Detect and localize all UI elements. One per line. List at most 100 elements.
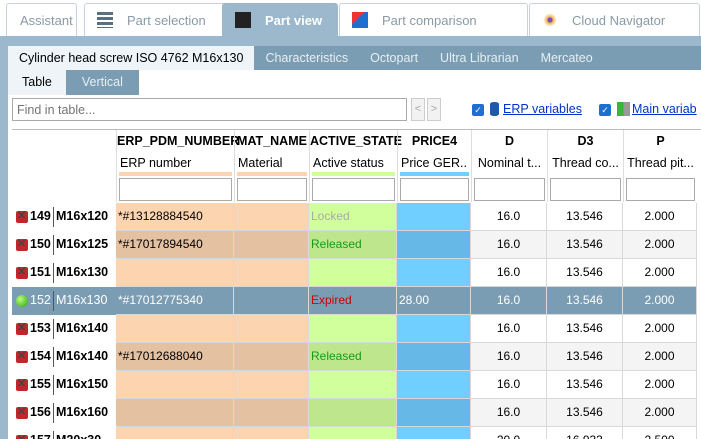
tab-part-view[interactable]: Part view bbox=[222, 3, 338, 36]
subtab-4[interactable]: Mercateo bbox=[540, 51, 593, 65]
table-cell[interactable]: 2.000 bbox=[623, 399, 697, 427]
table-cell[interactable]: 16.0 bbox=[471, 399, 547, 427]
find-prev-button[interactable]: < bbox=[411, 98, 425, 121]
column-header-price4[interactable]: PRICE4 Price GER... bbox=[397, 130, 471, 202]
column-header-d3[interactable]: D3 Thread co... bbox=[547, 130, 623, 202]
row-header[interactable]: 153 M16x140 bbox=[12, 315, 116, 343]
table-cell[interactable]: 28.00 bbox=[397, 287, 471, 315]
subtab-1[interactable]: Characteristics bbox=[265, 51, 349, 65]
erp-variables-checkbox[interactable]: ✓ bbox=[472, 104, 484, 116]
row-header[interactable]: 149 M16x120 bbox=[12, 203, 116, 231]
table-cell[interactable]: 2.000 bbox=[623, 231, 697, 259]
table-cell[interactable]: 16.0 bbox=[471, 343, 547, 371]
table-cell[interactable]: 13.546 bbox=[547, 203, 623, 231]
table-cell[interactable] bbox=[234, 371, 309, 399]
table-cell[interactable]: 13.546 bbox=[547, 399, 623, 427]
table-cell[interactable]: 13.546 bbox=[547, 259, 623, 287]
table-cell[interactable]: 2.000 bbox=[623, 287, 697, 315]
table-cell[interactable] bbox=[397, 427, 471, 439]
tab-table[interactable]: Table bbox=[8, 70, 66, 95]
table-cell[interactable]: 16.0 bbox=[471, 203, 547, 231]
table-cell[interactable] bbox=[116, 399, 234, 427]
subtab-3[interactable]: Ultra Librarian bbox=[440, 51, 519, 65]
table-cell[interactable]: 2.000 bbox=[623, 343, 697, 371]
row-header[interactable]: 157 M20x30 bbox=[12, 427, 116, 439]
row-header[interactable]: 152 M16x130 bbox=[12, 287, 116, 315]
table-cell[interactable]: 16.0 bbox=[471, 231, 547, 259]
table-cell[interactable] bbox=[397, 315, 471, 343]
table-cell[interactable] bbox=[309, 427, 397, 439]
table-cell[interactable] bbox=[397, 399, 471, 427]
row-header[interactable]: 154 M16x140 bbox=[12, 343, 116, 371]
table-cell[interactable] bbox=[116, 259, 234, 287]
table-cell[interactable] bbox=[397, 371, 471, 399]
table-cell[interactable]: 2.000 bbox=[623, 371, 697, 399]
table-cell[interactable] bbox=[116, 315, 234, 343]
table-cell[interactable]: 13.546 bbox=[547, 287, 623, 315]
table-cell[interactable]: Expired bbox=[309, 287, 397, 315]
table-cell[interactable] bbox=[234, 343, 309, 371]
column-header-mat_name[interactable]: MAT_NAME Material bbox=[234, 130, 309, 202]
column-filter-input[interactable] bbox=[626, 178, 695, 201]
tab-part-comparison[interactable]: Part comparison bbox=[339, 3, 528, 36]
column-header-p[interactable]: P Thread pit... bbox=[623, 130, 697, 202]
table-cell[interactable] bbox=[397, 259, 471, 287]
row-header[interactable]: 156 M16x160 bbox=[12, 399, 116, 427]
table-cell[interactable]: *#17017894540 bbox=[116, 231, 234, 259]
main-variables-link[interactable]: Main variab bbox=[632, 102, 697, 116]
table-cell[interactable] bbox=[397, 203, 471, 231]
table-cell[interactable]: 2.000 bbox=[623, 203, 697, 231]
table-cell[interactable] bbox=[309, 315, 397, 343]
table-cell[interactable] bbox=[397, 343, 471, 371]
row-header[interactable]: 150 M16x125 bbox=[12, 231, 116, 259]
table-cell[interactable] bbox=[234, 203, 309, 231]
table-cell[interactable] bbox=[116, 371, 234, 399]
find-next-button[interactable]: > bbox=[427, 98, 441, 121]
find-in-table-input[interactable] bbox=[12, 98, 407, 121]
table-cell[interactable]: 16.933 bbox=[547, 427, 623, 439]
table-cell[interactable] bbox=[234, 259, 309, 287]
main-variables-checkbox[interactable]: ✓ bbox=[599, 104, 611, 116]
column-filter-input[interactable] bbox=[119, 178, 232, 201]
table-cell[interactable] bbox=[234, 315, 309, 343]
table-cell[interactable]: *#13128884540 bbox=[116, 203, 234, 231]
table-cell[interactable]: Locked bbox=[309, 203, 397, 231]
table-cell[interactable] bbox=[234, 231, 309, 259]
row-header[interactable]: 151 M16x130 bbox=[12, 259, 116, 287]
column-filter-input[interactable] bbox=[237, 178, 307, 201]
table-cell[interactable] bbox=[397, 231, 471, 259]
column-header-erp_pdm_number[interactable]: ERP_PDM_NUMBER ERP number bbox=[116, 130, 239, 202]
column-filter-input[interactable] bbox=[474, 178, 545, 201]
table-cell[interactable] bbox=[309, 399, 397, 427]
column-header-d[interactable]: D Nominal t... bbox=[471, 130, 547, 202]
table-cell[interactable] bbox=[234, 287, 309, 315]
tab-assistant[interactable]: Assistant bbox=[6, 3, 77, 36]
table-cell[interactable]: *#17012775340 bbox=[116, 287, 234, 315]
table-cell[interactable] bbox=[309, 371, 397, 399]
table-cell[interactable] bbox=[234, 427, 309, 439]
table-cell[interactable] bbox=[234, 399, 309, 427]
table-cell[interactable]: 16.0 bbox=[471, 371, 547, 399]
table-cell[interactable]: 13.546 bbox=[547, 371, 623, 399]
table-cell[interactable]: 13.546 bbox=[547, 231, 623, 259]
column-filter-input[interactable] bbox=[312, 178, 395, 201]
table-cell[interactable]: *#17012688040 bbox=[116, 343, 234, 371]
erp-variables-link[interactable]: ERP variables bbox=[503, 102, 582, 116]
table-cell[interactable] bbox=[309, 259, 397, 287]
table-cell[interactable]: 16.0 bbox=[471, 259, 547, 287]
table-cell[interactable]: Released bbox=[309, 231, 397, 259]
column-filter-input[interactable] bbox=[400, 178, 469, 201]
subtab-0[interactable]: Cylinder head screw ISO 4762 M16x130 bbox=[8, 46, 255, 70]
table-cell[interactable]: 13.546 bbox=[547, 315, 623, 343]
table-cell[interactable]: 20.0 bbox=[471, 427, 547, 439]
column-filter-input[interactable] bbox=[550, 178, 621, 201]
table-cell[interactable]: 16.0 bbox=[471, 287, 547, 315]
table-cell[interactable]: 2.000 bbox=[623, 315, 697, 343]
table-cell[interactable]: Released bbox=[309, 343, 397, 371]
row-header[interactable]: 155 M16x150 bbox=[12, 371, 116, 399]
column-header-active_state[interactable]: ACTIVE_STATE Active status bbox=[309, 130, 402, 202]
table-cell[interactable] bbox=[116, 427, 234, 439]
table-cell[interactable]: 16.0 bbox=[471, 315, 547, 343]
table-cell[interactable]: 2.500 bbox=[623, 427, 697, 439]
table-cell[interactable]: 2.000 bbox=[623, 259, 697, 287]
